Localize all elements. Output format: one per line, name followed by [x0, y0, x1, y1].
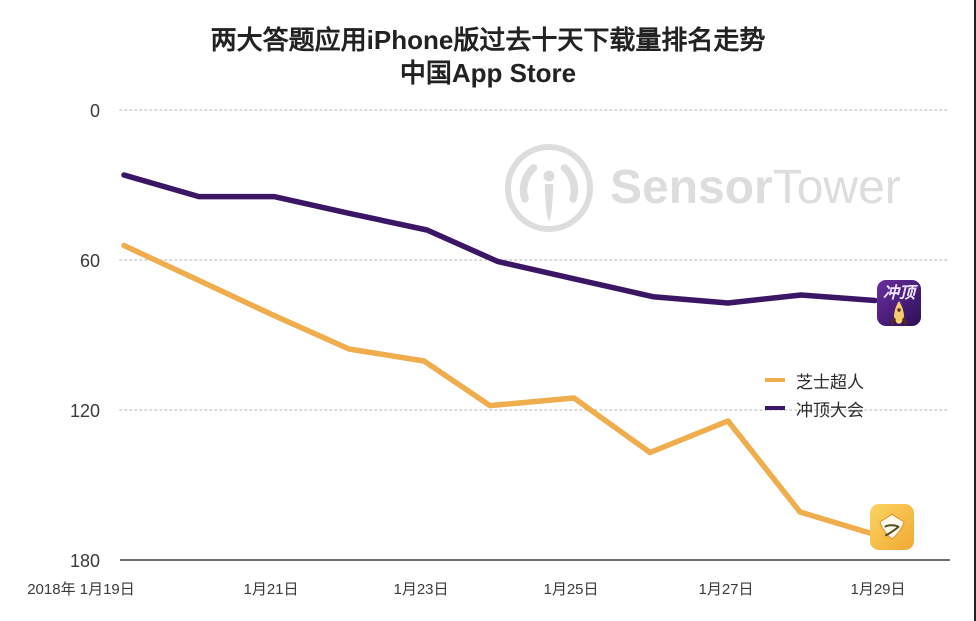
svg-text:SensorTower: SensorTower [610, 161, 900, 214]
svg-text:冲顶: 冲顶 [883, 284, 918, 302]
